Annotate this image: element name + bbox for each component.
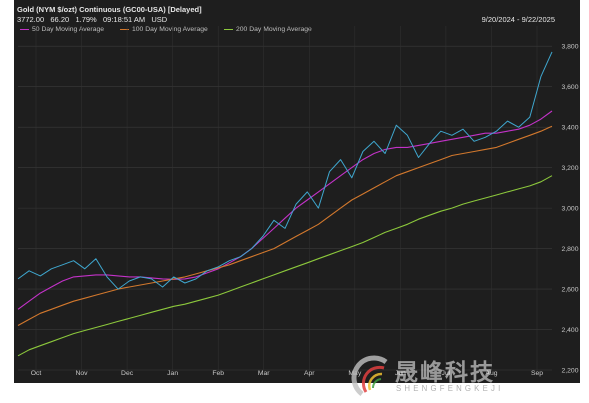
legend-100day: 100 Day Moving Average [120,26,208,33]
legend-label-200day: 200 Day Moving Average [236,26,312,33]
y-tick-label-3800: 3,800 [561,44,578,51]
legend-label-100day: 100 Day Moving Average [132,26,208,33]
axis-layer: 2,200 2,400 2,600 2,800 3,000 3,200 3,400 3,600… [31,44,579,377]
x-tick-label-feb: Feb [212,370,224,377]
quote-line: 3772.00 66.20 1.79% 09:18:51 AM USD [17,15,167,24]
x-tick-label-jun: Jun [395,370,406,377]
ma-line-3 [17,175,553,357]
watermark-subtext: SHENGFENGKEJI [396,384,504,393]
chart-panel [14,0,580,383]
price-line [17,51,553,290]
date-range: 9/20/2024 - 9/22/2025 [481,15,555,24]
price-change: 66.20 [50,15,70,24]
legend-swatch-100day [120,28,129,31]
y-tick-label-3000: 3,000 [561,206,578,213]
legend-200day: 200 Day Moving Average [224,26,312,33]
y-tick-label-2600: 2,600 [561,287,578,294]
x-tick-label-mar: Mar [258,370,270,377]
y-tick-label-3200: 3,200 [561,165,578,172]
percent-change: 1.79% [75,15,97,24]
x-tick-label-aug: Aug [485,370,497,377]
y-tick-label-2400: 2,400 [561,327,578,334]
currency: USD [151,15,168,24]
series-layer [17,51,553,357]
y-tick-label-2800: 2,800 [561,246,578,253]
quote-time: 09:18:51 AM [102,15,146,24]
ma-line-2 [17,125,553,326]
x-tick-label-nov: Nov [75,370,88,377]
watermark-logo-icon [351,355,388,396]
x-tick-label-jul: Jul [442,370,451,377]
legend-swatch-50day [20,28,29,31]
x-tick-label-apr: Apr [304,370,315,377]
y-tick-label-3400: 3,400 [561,125,578,132]
legend-swatch-200day [224,28,233,31]
ma-line-1 [17,110,553,310]
x-tick-label-jan: Jan [167,370,178,377]
legend-label-50day: 50 Day Moving Average [32,26,105,33]
x-tick-label-dec: Dec [121,370,134,377]
y-tick-label-2200: 2,200 [561,368,578,375]
chart-title: Gold (NYM $/ozt) Continuous (GC00-USA) [… [17,5,202,14]
x-tick-label-sep: Sep [531,370,543,377]
legend-50day: 50 Day Moving Average [20,26,104,33]
grid-layer [18,26,552,371]
y-tick-label-3600: 3,600 [561,84,578,91]
x-tick-label-oct: Oct [31,370,42,377]
last-price: 3772.00 [17,15,45,24]
watermark-text: 晟峰科技 [395,360,495,386]
